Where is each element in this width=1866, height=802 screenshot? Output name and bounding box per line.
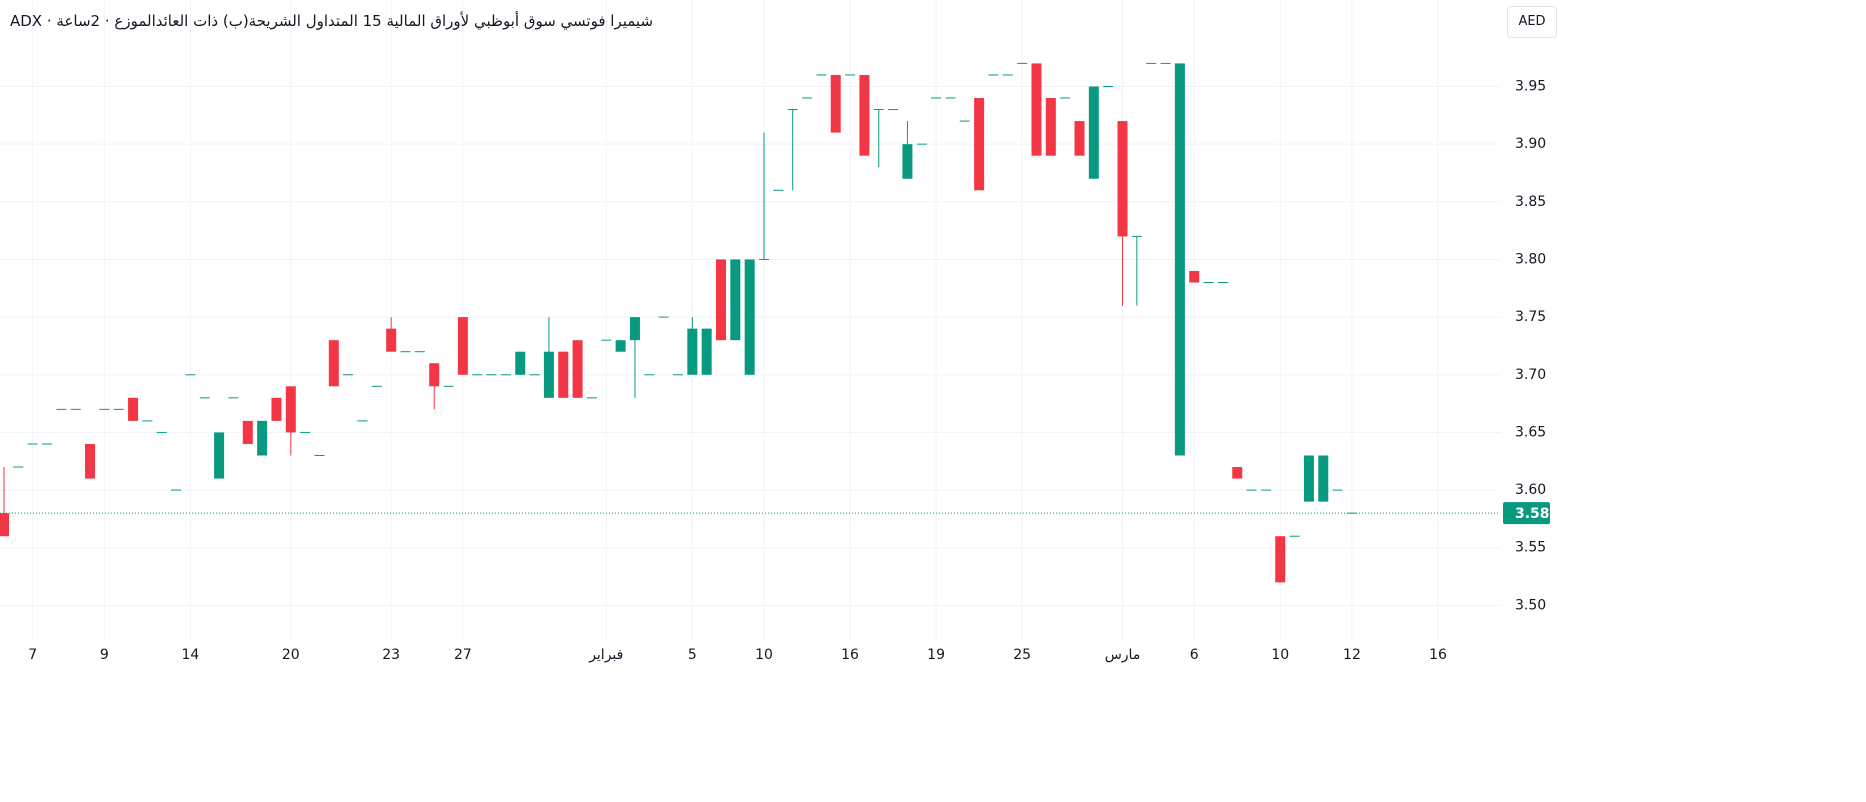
x-tick-label: 25 — [1013, 647, 1031, 663]
candle-body — [1232, 467, 1243, 479]
candle-body — [1031, 63, 1042, 156]
candle-body — [1189, 270, 1200, 283]
x-tick-label: فبراير — [588, 647, 623, 663]
candle-body — [830, 74, 841, 133]
candle-body — [629, 317, 640, 341]
x-tick-label: 10 — [1271, 647, 1289, 663]
candle-body — [386, 328, 397, 352]
x-tick-label: 20 — [282, 647, 300, 663]
candle-body — [1174, 63, 1185, 456]
y-tick-label: 3.75 — [1515, 309, 1546, 325]
x-tick-label: 9 — [100, 647, 109, 663]
candle-body — [457, 317, 468, 375]
x-tick-label: 16 — [841, 647, 859, 663]
y-tick-label: 3.55 — [1515, 540, 1546, 556]
x-tick-label: 7 — [28, 647, 37, 663]
candle-body — [285, 386, 296, 433]
last-price-box — [1503, 502, 1550, 525]
candle-body — [1318, 455, 1329, 502]
candle-body — [0, 513, 9, 537]
candle-body — [615, 340, 626, 352]
currency-button[interactable]: AED — [1507, 6, 1557, 38]
candle-body — [1275, 536, 1286, 583]
candle-body — [128, 397, 139, 421]
candle-body — [730, 259, 741, 341]
candle-body — [744, 259, 755, 375]
candle-body — [543, 351, 554, 398]
x-tick-label: 19 — [927, 647, 945, 663]
last-price-label: 3.58 — [1515, 506, 1550, 522]
x-tick-label: 12 — [1343, 647, 1361, 663]
candle-body — [701, 328, 712, 375]
y-tick-label: 3.65 — [1515, 424, 1546, 440]
candle-body — [902, 144, 913, 179]
candle-body — [1074, 121, 1085, 156]
candle-body — [257, 420, 268, 456]
candle-body — [515, 351, 526, 375]
candle-body — [1303, 455, 1314, 502]
x-tick-label: 14 — [182, 647, 200, 663]
candle-body — [429, 363, 440, 387]
x-tick-label: 16 — [1429, 647, 1447, 663]
y-tick-label: 3.85 — [1515, 194, 1546, 210]
candle-body — [859, 74, 870, 156]
x-tick-label: 10 — [755, 647, 773, 663]
candle-body — [271, 397, 282, 421]
x-tick-label: 6 — [1190, 647, 1199, 663]
candle-body — [558, 351, 569, 398]
y-tick-label: 3.90 — [1515, 136, 1546, 152]
candle-body — [1088, 86, 1099, 179]
x-tick-label: 27 — [454, 647, 472, 663]
candle-body — [242, 420, 253, 444]
candle-body — [572, 340, 583, 398]
chart-title: ADX · شيميرا فوتسي سوق أبوظبي لأوراق الم… — [10, 12, 654, 30]
y-tick-label: 3.60 — [1515, 482, 1546, 498]
y-tick-label: 3.50 — [1515, 597, 1546, 613]
candle-body — [716, 259, 726, 341]
y-tick-label: 3.80 — [1515, 251, 1546, 267]
x-tick-label: 23 — [382, 647, 400, 663]
x-tick-label: مارس — [1105, 647, 1141, 663]
candle-body — [328, 340, 339, 387]
candle-body — [1117, 121, 1128, 237]
candle-body — [687, 328, 698, 375]
candle-body — [214, 432, 225, 479]
y-tick-label: 3.95 — [1515, 78, 1546, 94]
x-tick-label: 5 — [688, 647, 697, 663]
candle-body — [974, 98, 985, 191]
y-tick-label: 3.70 — [1515, 367, 1546, 383]
candle-body — [85, 443, 96, 479]
candle-body — [1045, 98, 1056, 156]
